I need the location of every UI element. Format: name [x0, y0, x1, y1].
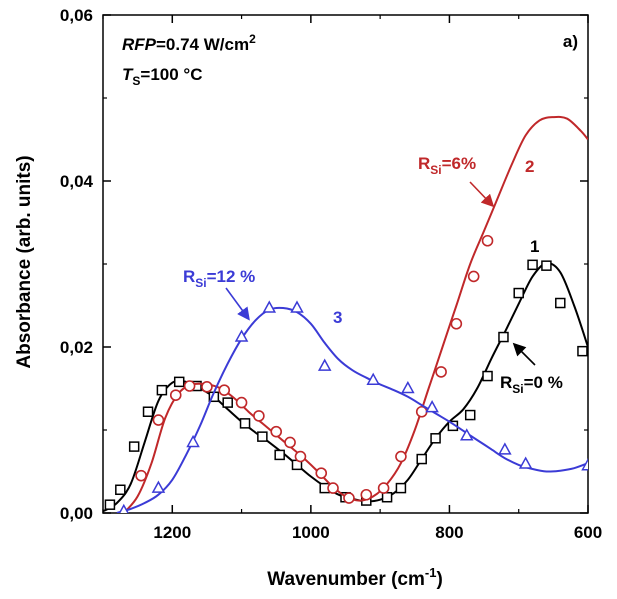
series-3 [116, 300, 588, 513]
series-1-point [464, 409, 476, 421]
series-1-point [142, 406, 154, 417]
series-3-point [401, 380, 415, 394]
x-axis-title: Wavenumber (cm-1) [267, 565, 443, 590]
series-1-point [513, 287, 524, 299]
series-3-point [498, 442, 512, 455]
series-2-point [481, 234, 494, 247]
series-2-point [450, 317, 463, 330]
series-3-point [518, 456, 533, 469]
y-tick-label: 0,06 [60, 6, 93, 25]
series-1-point [430, 433, 441, 444]
series-3-point [425, 400, 439, 413]
series-1-point [381, 491, 393, 503]
series-2-point [201, 381, 213, 393]
ts-condition: TS=100 °C [122, 65, 203, 88]
series-1-point [156, 384, 168, 396]
series-1-point [498, 331, 509, 343]
series-2-point [235, 396, 248, 409]
y-tick-label: 0,00 [60, 504, 93, 523]
series-2-point [435, 366, 447, 378]
series-2-point [152, 414, 165, 426]
series-3-label: 3 [333, 308, 342, 327]
series-3-point [317, 358, 332, 371]
series-2-point [253, 410, 265, 422]
series-1-point [482, 370, 493, 382]
series-2-point [284, 436, 296, 449]
series-2-point [270, 425, 283, 438]
series-2-point [395, 450, 407, 463]
series-1-point [555, 297, 566, 309]
series-1-point [222, 397, 233, 408]
series-2 [123, 115, 588, 513]
series-layer [103, 115, 588, 513]
series-2-point [377, 482, 390, 494]
series-2-point [327, 482, 339, 494]
rfp-condition: RFP=0.74 W/cm2 [122, 32, 256, 54]
panel-label: a) [563, 32, 578, 51]
series-1-point [527, 259, 538, 271]
x-tick-label: 1000 [292, 523, 330, 542]
series-1-point [257, 431, 268, 442]
rsi-6-arrow [469, 181, 495, 208]
series-1-point [577, 345, 588, 357]
series-3-point [581, 458, 588, 471]
series-2-point [135, 469, 147, 482]
tick-labels: 1200 1000 800 600 0,00 0,02 0,04 0,06 [60, 6, 602, 542]
x-tick-label: 600 [574, 523, 602, 542]
series-1-point [173, 376, 185, 388]
series-2-point [343, 492, 355, 504]
series-3-point [290, 300, 304, 313]
series-1-point [239, 418, 251, 429]
y-axis-title: Absorbance (arb. units) [14, 155, 35, 368]
series-1-point [128, 441, 140, 452]
series-2-point [467, 270, 480, 283]
series-3-point [118, 503, 129, 513]
series-2-point [360, 488, 373, 501]
series-3-point [366, 372, 380, 385]
series-3-point [459, 428, 474, 441]
series-2-line [123, 115, 588, 513]
rsi-12-arrow [225, 287, 250, 321]
y-tick-label: 0,02 [60, 338, 93, 357]
series-3-point [151, 480, 166, 493]
series-2-point [218, 384, 231, 396]
series-2-point [294, 450, 307, 463]
series-2-label: 2 [525, 157, 534, 176]
series-3-line [116, 306, 588, 513]
series-1-point [541, 260, 552, 271]
y-tick-label: 0,04 [60, 172, 94, 191]
series-1-point [115, 484, 126, 496]
rsi-0-annotation: RSi=0 % [500, 373, 563, 396]
rsi-12-annotation: RSi=12 % [183, 267, 255, 290]
x-tick-label: 800 [435, 523, 463, 542]
series-1-point [395, 482, 407, 494]
series-3-point [234, 329, 249, 342]
series-1-point [416, 453, 427, 465]
plot-frame [102, 14, 589, 514]
series-2-point [315, 467, 328, 479]
series-3-point [186, 434, 200, 448]
series-3-point [262, 300, 277, 313]
series-2-point [169, 389, 182, 401]
rsi-0-arrow [512, 342, 536, 366]
series-1-label: 1 [530, 237, 539, 256]
x-tick-label: 1200 [153, 523, 191, 542]
series-1-point [104, 499, 116, 510]
rsi-6-annotation: RSi=6% [418, 154, 476, 177]
series-1-point [274, 449, 285, 461]
axis-ticks [102, 14, 589, 514]
series-2-point [183, 380, 196, 392]
